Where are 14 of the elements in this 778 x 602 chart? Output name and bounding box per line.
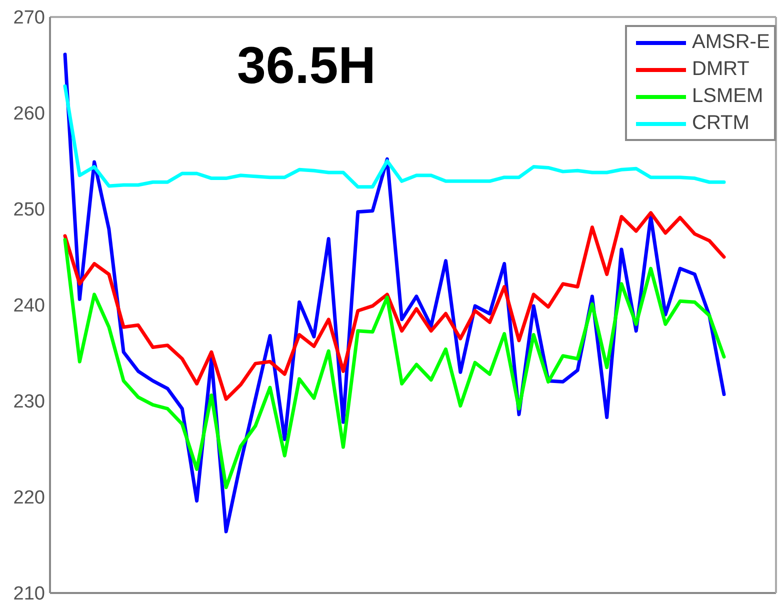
y-tick-label: 230 — [13, 392, 45, 413]
y-tick-label: 240 — [13, 296, 45, 317]
line-series — [63, 238, 726, 490]
legend-label: LSMEM — [692, 85, 764, 108]
chart-title: 36.5H — [237, 37, 376, 95]
legend-label: AMSR-E — [692, 31, 770, 54]
y-tick-label: 210 — [13, 584, 45, 602]
legend-label: CRTM — [692, 112, 750, 135]
y-tick-label: 220 — [13, 488, 45, 509]
y-tick-label: 270 — [13, 8, 45, 29]
y-tick-label: 250 — [13, 200, 45, 221]
y-tick-label: 260 — [13, 104, 45, 125]
line-series — [63, 211, 726, 401]
legend-label: DMRT — [692, 58, 750, 81]
